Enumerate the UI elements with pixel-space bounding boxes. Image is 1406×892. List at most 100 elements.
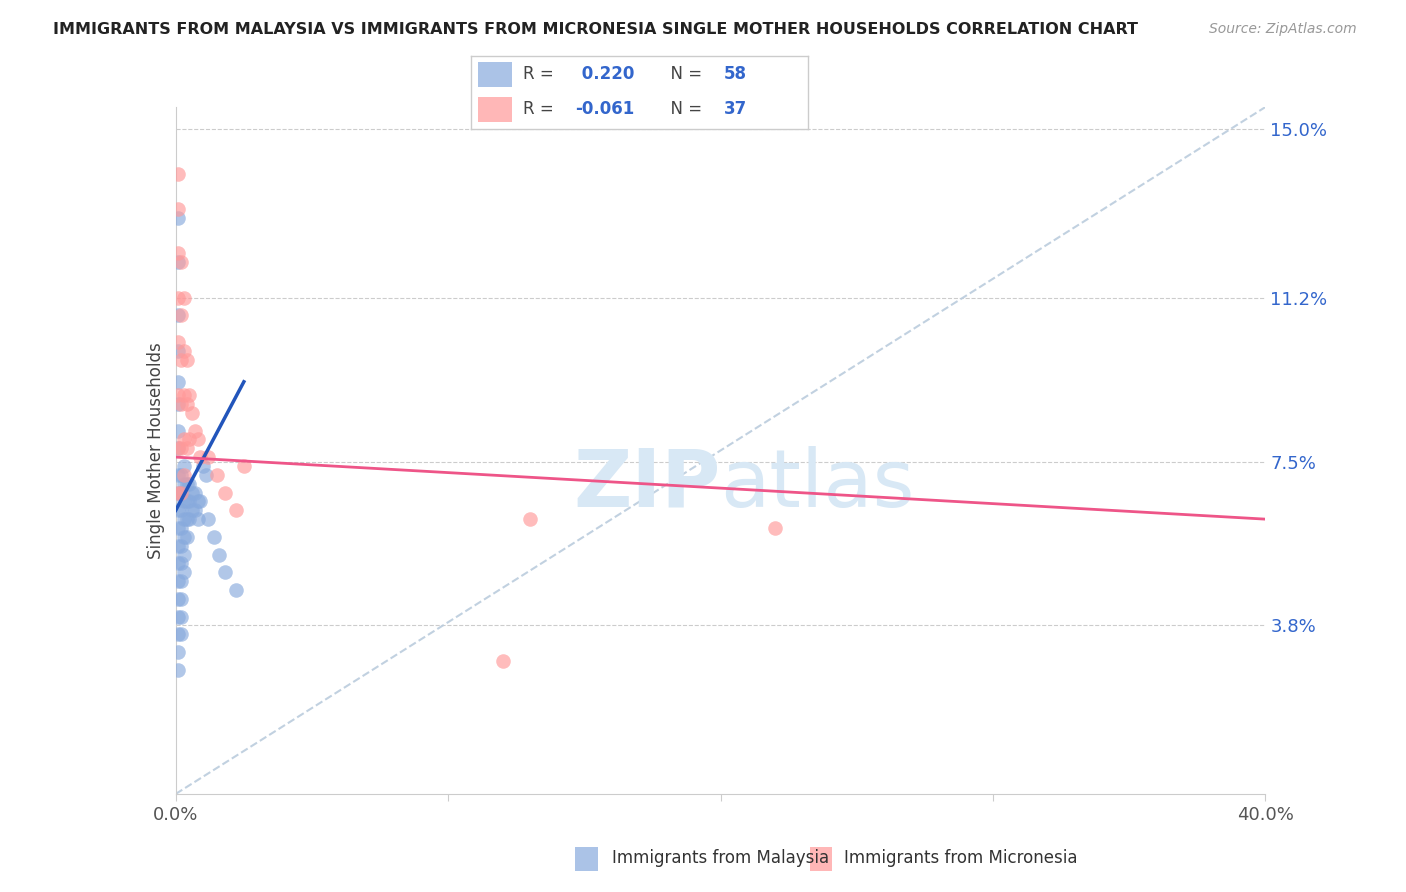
Point [208,548,231,562]
Point [176,352,198,367]
Point [170,557,193,571]
Point [170,442,193,456]
Point [167,397,190,411]
Point [179,433,201,447]
Point [173,494,195,508]
Point [167,388,190,402]
Point [167,211,190,225]
Point [176,397,198,411]
Point [173,291,195,305]
Point [167,645,190,659]
FancyBboxPatch shape [810,847,832,871]
Point [173,530,195,544]
Point [184,424,207,438]
Point [176,442,198,456]
Text: N =: N = [659,100,707,118]
Point [167,485,190,500]
Point [188,450,211,464]
Point [167,485,190,500]
Point [173,433,195,447]
Point [170,467,193,482]
Point [186,494,209,508]
Point [184,485,207,500]
Point [173,548,195,562]
Text: Source: ZipAtlas.com: Source: ZipAtlas.com [1209,22,1357,37]
Point [167,521,190,535]
Point [179,388,201,402]
Point [205,467,228,482]
Point [179,494,201,508]
Text: 58: 58 [724,65,747,83]
Point [179,512,201,526]
Text: Immigrants from Micronesia: Immigrants from Micronesia [844,849,1077,867]
Y-axis label: Single Mother Households: Single Mother Households [146,343,165,558]
Point [167,246,190,260]
Point [170,485,193,500]
Text: IMMIGRANTS FROM MALAYSIA VS IMMIGRANTS FROM MICRONESIA SINGLE MOTHER HOUSEHOLDS : IMMIGRANTS FROM MALAYSIA VS IMMIGRANTS F… [53,22,1139,37]
Point [167,255,190,269]
Point [184,503,207,517]
Point [197,512,219,526]
Point [170,627,193,641]
Point [167,503,190,517]
Text: 37: 37 [724,100,748,118]
Point [173,566,195,580]
Point [176,494,198,508]
Point [173,388,195,402]
Text: 0.220: 0.220 [575,65,634,83]
Point [170,591,193,606]
Point [519,512,541,526]
Point [214,566,236,580]
Point [202,530,225,544]
Point [167,202,190,216]
Point [181,485,204,500]
Point [173,512,195,526]
Point [232,458,254,473]
Point [167,467,190,482]
Point [173,476,195,491]
Point [170,521,193,535]
Point [173,467,195,482]
Point [170,255,193,269]
Text: Immigrants from Malaysia: Immigrants from Malaysia [612,849,828,867]
Point [492,654,515,668]
Point [167,557,190,571]
Point [173,458,195,473]
Point [170,352,193,367]
Point [167,291,190,305]
Point [167,442,190,456]
Point [188,494,211,508]
Point [167,591,190,606]
Point [176,512,198,526]
Text: atlas: atlas [721,446,915,524]
Point [181,503,204,517]
FancyBboxPatch shape [478,62,512,87]
Point [186,433,209,447]
Point [167,334,190,349]
Point [191,458,214,473]
Point [225,582,247,597]
Point [167,343,190,358]
Point [173,343,195,358]
Point [167,539,190,553]
Point [167,574,190,589]
Point [167,609,190,624]
Text: ZIP: ZIP [574,446,721,524]
Point [181,406,204,420]
Point [763,521,786,535]
Point [167,424,190,438]
Text: -0.061: -0.061 [575,100,636,118]
Point [197,450,219,464]
Point [170,485,193,500]
Point [170,397,193,411]
Point [170,503,193,517]
Point [167,442,190,456]
Point [179,476,201,491]
Point [167,663,190,677]
Text: R =: R = [523,100,560,118]
FancyBboxPatch shape [575,847,598,871]
Text: N =: N = [659,65,707,83]
Point [194,467,217,482]
Point [167,627,190,641]
Point [186,512,209,526]
